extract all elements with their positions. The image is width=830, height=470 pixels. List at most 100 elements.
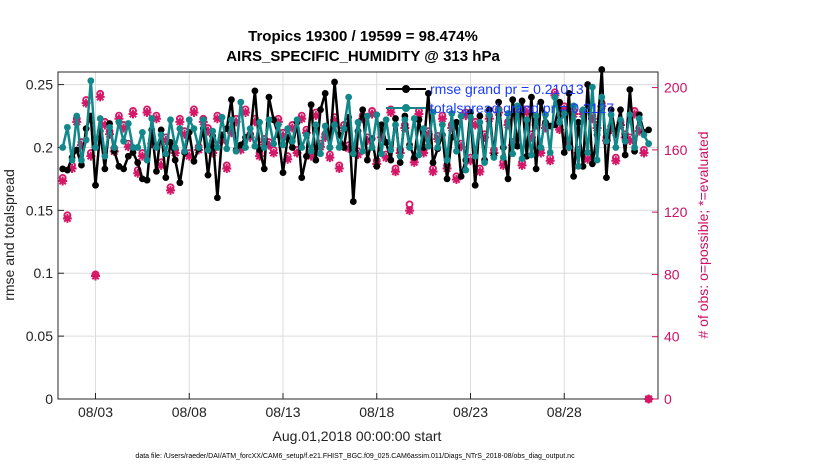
rmse-point	[359, 106, 367, 114]
totalspread-point	[331, 121, 338, 129]
rmse-point	[513, 142, 521, 150]
obs-evaluated-point	[250, 117, 260, 127]
rmse-point	[143, 176, 151, 184]
obs-evaluated-point	[456, 142, 466, 152]
totalspread-point	[153, 144, 160, 151]
totalspread-point	[251, 142, 259, 150]
rmse-point	[495, 98, 503, 106]
totalspread-point	[429, 108, 437, 116]
rmse-point	[528, 93, 535, 101]
obs-evaluated-point	[226, 128, 236, 138]
totalspread-point	[288, 137, 296, 145]
rmse-point	[574, 118, 582, 126]
rmse-point	[162, 174, 170, 182]
totalspread-point	[434, 144, 442, 151]
rmse-point	[504, 175, 512, 183]
totalspread-point	[373, 111, 381, 119]
obs-evaluated-point	[133, 168, 143, 178]
totalspread-point	[392, 121, 399, 129]
y-right-tick-label: 120	[664, 204, 688, 220]
plot-frame	[57, 71, 659, 400]
totalspread-point	[443, 156, 451, 164]
obs-evaluated-point	[625, 136, 635, 146]
obs-evaluated-point	[470, 120, 480, 130]
obs-evaluated-point	[95, 92, 105, 102]
obs-evaluated-point	[269, 148, 279, 158]
totalspread-point	[490, 154, 498, 161]
totalspread-point	[518, 155, 526, 163]
rmse-point	[485, 106, 493, 114]
totalspread-point	[190, 125, 198, 132]
totalspread-point	[406, 144, 413, 151]
totalspread-point	[584, 149, 592, 156]
totalspread-point	[612, 144, 620, 151]
obs-evaluated-point	[91, 271, 100, 281]
rmse-point	[340, 144, 348, 151]
rmse-point	[429, 159, 437, 166]
x-axis-label: Aug.01,2018 00:00:00 start	[273, 428, 442, 444]
totalspread-point	[504, 110, 512, 117]
obs-evaluated-point	[344, 143, 354, 153]
x-axis-ticks: 08/03 08/08 08/13 08/18 08/23 08/28	[78, 393, 582, 420]
series-totalspread	[59, 77, 653, 174]
rmse-point	[307, 101, 315, 109]
rmse-point	[120, 165, 128, 173]
totalspread-point	[495, 106, 503, 114]
rmse-point	[317, 106, 324, 114]
y-tick-label: 0	[45, 391, 53, 407]
rmse-point	[588, 160, 596, 168]
obs-evaluated-point	[241, 107, 250, 117]
obs-evaluated-point	[297, 114, 307, 124]
totalspread-point	[63, 123, 71, 131]
rmse-point	[387, 156, 395, 164]
totalspread-point	[579, 106, 587, 114]
obs-evaluated-point	[583, 154, 593, 164]
totalspread-point	[420, 125, 428, 132]
obs-evaluated-point	[86, 151, 96, 161]
totalspread-point	[349, 150, 357, 158]
totalspread-point	[523, 116, 531, 124]
rmse-point	[270, 116, 278, 124]
obs-evaluated-point	[353, 150, 363, 160]
totalspread-point	[87, 77, 95, 85]
obs-evaluated-point	[208, 148, 218, 158]
totalspread-point	[410, 115, 418, 122]
rmse-point	[251, 87, 259, 95]
totalspread-point	[378, 150, 385, 158]
obs-evaluated-point	[151, 114, 161, 124]
legend-rmse-marker	[402, 85, 410, 93]
rmse-point	[532, 165, 540, 173]
obs-evaluated-point	[461, 111, 471, 121]
obs-evaluated-point	[644, 394, 654, 404]
obs-evaluated-point	[409, 157, 419, 167]
totalspread-point	[317, 150, 324, 158]
rmse-point	[392, 115, 399, 122]
totalspread-point	[307, 147, 315, 155]
obs-evaluated-point	[100, 120, 110, 130]
totalspread-point	[171, 144, 179, 151]
totalspread-point	[593, 156, 601, 164]
rmse-point	[467, 108, 474, 116]
totalspread-point	[82, 136, 90, 144]
totalspread-point	[106, 123, 113, 131]
totalspread-point	[335, 144, 343, 151]
totalspread-point	[110, 144, 118, 151]
totalspread-point	[453, 147, 460, 155]
totalspread-point	[326, 144, 334, 151]
x-tick-label: 08/03	[78, 404, 113, 420]
rmse-point	[92, 181, 99, 189]
totalspread-point	[448, 110, 456, 117]
totalspread-point	[476, 118, 484, 126]
totalspread-point	[143, 156, 151, 164]
obs-evaluated-point	[189, 107, 199, 117]
obs-evaluated-point	[447, 123, 457, 133]
data-file-footer: data file: /Users/raeder/DAI/ATM_forcXX/…	[135, 453, 575, 460]
totalspread-point	[298, 144, 306, 151]
legend-totalspread-marker	[402, 104, 410, 112]
totalspread-point	[162, 150, 170, 158]
totalspread-point	[242, 144, 249, 151]
totalspread-point	[157, 131, 165, 139]
obs-evaluated-point	[278, 131, 288, 141]
rmse-point	[204, 171, 212, 179]
totalspread-point	[120, 137, 128, 145]
